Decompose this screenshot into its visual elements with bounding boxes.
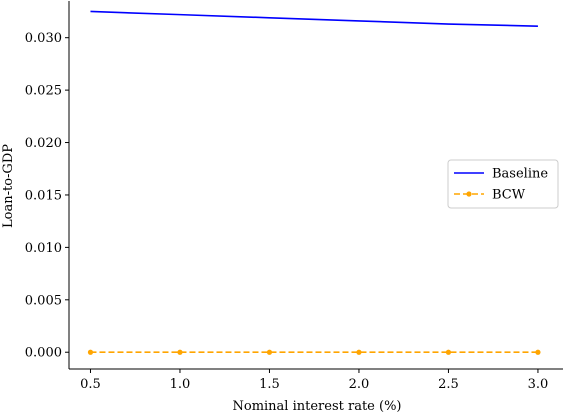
x-tick-label: 2.5 bbox=[438, 377, 459, 392]
y-tick-label: 0.025 bbox=[25, 84, 62, 99]
x-tick-label: 0.5 bbox=[80, 377, 101, 392]
y-tick-label: 0.005 bbox=[25, 293, 62, 308]
series-point-2 bbox=[445, 349, 452, 355]
x-tick-label: 3.0 bbox=[528, 377, 549, 392]
series-point-2 bbox=[177, 349, 183, 355]
series-point-2 bbox=[87, 349, 94, 355]
y-axis-ticks: 0.000 0.005 0.010 0.015 0.020 0.025 0.030 bbox=[25, 31, 69, 361]
y-tick-label: 0.010 bbox=[25, 241, 62, 256]
series-layer bbox=[87, 10, 541, 355]
legend: Baseline BCW bbox=[447, 159, 559, 209]
x-axis-ticks: 0.5 1.0 1.5 2.0 2.5 3.0 bbox=[80, 369, 548, 392]
legend-box bbox=[447, 159, 559, 209]
plot-frame bbox=[68, 1, 563, 370]
y-tick-label: 0.000 bbox=[25, 346, 62, 361]
series-point-2 bbox=[356, 349, 362, 355]
legend-marker-2 bbox=[466, 191, 472, 197]
series-point-2 bbox=[535, 349, 541, 355]
y-axis-label: Loan-to-GDP bbox=[1, 144, 16, 228]
y-tick-label: 0.015 bbox=[25, 188, 62, 203]
y-tick-label: 0.020 bbox=[25, 136, 62, 151]
y-tick-label: 0.030 bbox=[25, 31, 62, 46]
x-tick-label: 1.5 bbox=[259, 377, 280, 392]
series-point-2 bbox=[266, 349, 273, 355]
x-axis-label: Nominal interest rate (%) bbox=[233, 399, 402, 412]
legend-label-2: BCW bbox=[492, 188, 526, 203]
legend-label-1: Baseline bbox=[492, 167, 548, 182]
x-tick-label: 1.0 bbox=[170, 377, 191, 392]
series-line-1 bbox=[90, 10, 538, 27]
x-tick-label: 2.0 bbox=[349, 377, 370, 392]
